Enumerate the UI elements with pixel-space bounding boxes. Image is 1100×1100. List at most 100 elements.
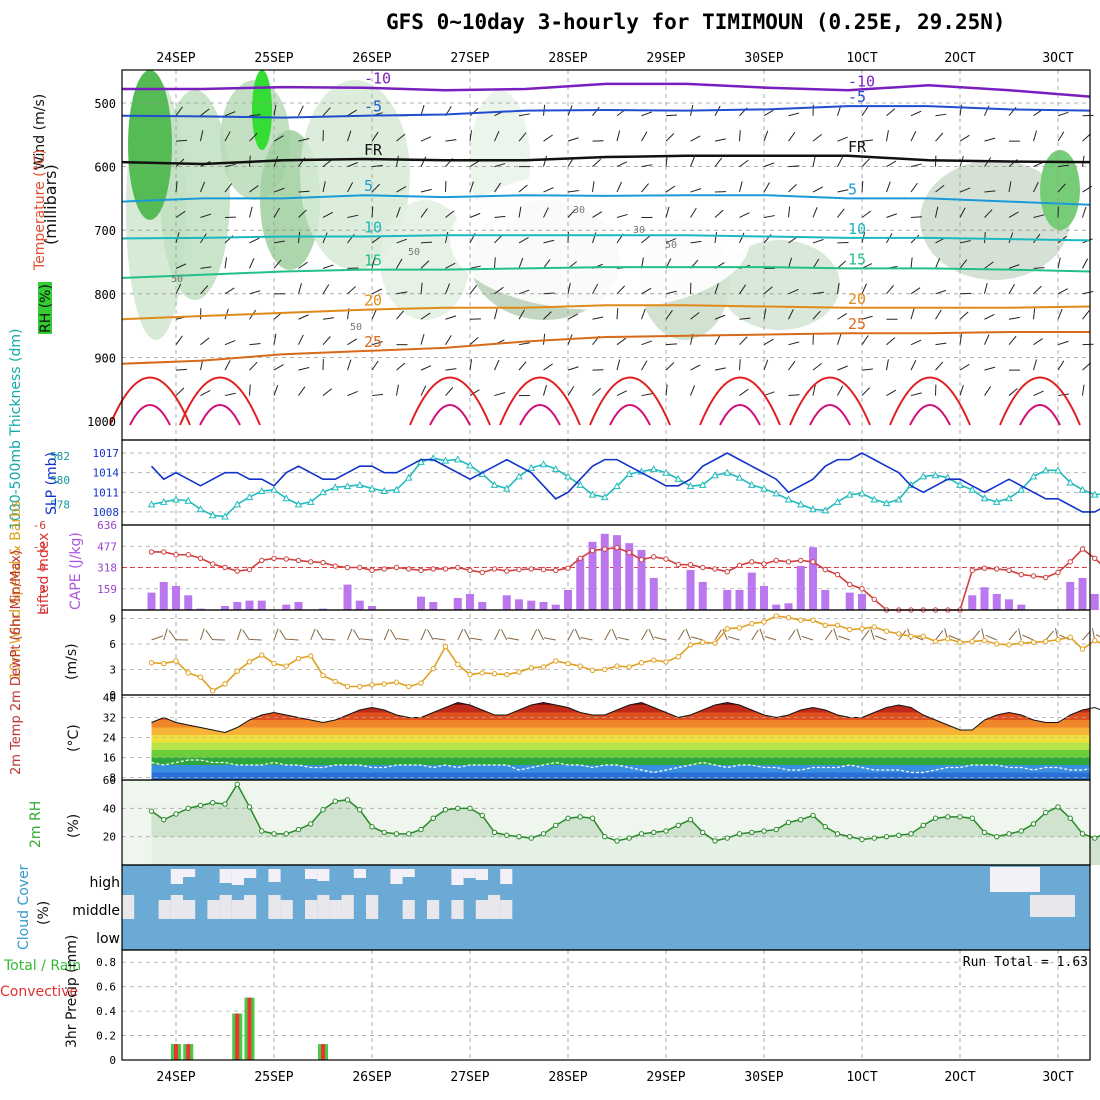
wind-barb bbox=[984, 231, 986, 243]
wind-barb bbox=[322, 336, 331, 346]
thickness-point bbox=[355, 480, 364, 488]
rh2m-point bbox=[798, 816, 804, 823]
wind-barb bbox=[420, 188, 432, 193]
wind-barb bbox=[935, 342, 947, 346]
wind-barb bbox=[665, 114, 678, 117]
lifted-index-point bbox=[626, 549, 632, 556]
wind-barb bbox=[1057, 164, 1069, 168]
rh2m-point bbox=[687, 816, 694, 823]
lifted-index-point bbox=[712, 566, 718, 572]
lifted-index-point bbox=[528, 566, 534, 572]
thickness-point bbox=[833, 497, 842, 505]
wind-barb bbox=[396, 384, 399, 396]
li-tick-label: 0 bbox=[39, 562, 46, 575]
wind-barb bbox=[469, 212, 481, 218]
wind10m-point bbox=[332, 678, 338, 685]
rh2m-point bbox=[516, 833, 522, 840]
lifted-index-point bbox=[540, 566, 547, 573]
wind10m-point bbox=[369, 682, 375, 688]
wind-barb bbox=[690, 364, 701, 371]
wind10m-point bbox=[724, 626, 730, 632]
cape-bar bbox=[760, 585, 768, 610]
precip-conv-bar bbox=[321, 1044, 325, 1060]
cloud-high-block bbox=[183, 869, 196, 877]
cape-bar bbox=[1090, 593, 1099, 610]
rh2m-point bbox=[565, 815, 571, 821]
wind10m-barb bbox=[457, 628, 464, 641]
wind10m-point bbox=[1030, 639, 1037, 645]
thickness-point bbox=[1054, 466, 1062, 474]
wind-barb bbox=[861, 315, 873, 320]
wind-barb bbox=[249, 185, 259, 193]
wind-barb bbox=[543, 292, 555, 295]
wind-barb bbox=[959, 259, 968, 269]
hotter-contour bbox=[1019, 404, 1061, 426]
cape-bar bbox=[1066, 581, 1075, 610]
wind-barb bbox=[641, 235, 651, 244]
wind-barb bbox=[788, 131, 796, 142]
lifted-index-point bbox=[798, 557, 804, 564]
bottom-time-label: 30SEP bbox=[744, 1070, 783, 1085]
wind10m-barb bbox=[383, 628, 390, 641]
lifted-index-point bbox=[736, 562, 743, 569]
cape-bar bbox=[343, 584, 352, 610]
isotherm-label: 20 bbox=[848, 290, 866, 308]
thickness-point bbox=[821, 506, 830, 514]
wind-barb bbox=[249, 114, 261, 117]
thickness-point bbox=[625, 469, 634, 477]
wind10m-barb bbox=[323, 638, 336, 641]
wind10m-barb bbox=[310, 628, 316, 641]
wind-barb bbox=[641, 340, 653, 346]
wind10m-barb bbox=[870, 628, 875, 641]
rh2m-point bbox=[442, 807, 449, 813]
wind10m-barb bbox=[654, 636, 667, 641]
rh2m-point bbox=[271, 831, 277, 837]
cloud-mid-block bbox=[305, 900, 318, 919]
wind-barb bbox=[714, 367, 726, 371]
wind-barb bbox=[984, 105, 990, 116]
wind10m-tick-label: 6 bbox=[109, 638, 116, 651]
wind-barb bbox=[616, 337, 627, 346]
bottom-time-label: 3OCT bbox=[1042, 1070, 1073, 1085]
wind-barb bbox=[739, 388, 749, 396]
cloud-high-label: high bbox=[89, 875, 120, 891]
cape-bar bbox=[600, 533, 609, 610]
wind-barb bbox=[763, 286, 773, 295]
rh-blob-dry bbox=[440, 360, 680, 440]
wind10m-point bbox=[859, 626, 865, 632]
cape-bar bbox=[747, 572, 756, 610]
wind-barb bbox=[298, 209, 307, 218]
wind-barb bbox=[1057, 308, 1063, 320]
cape-bar bbox=[368, 605, 376, 610]
cape-bar bbox=[845, 592, 854, 610]
bottom-time-label: 27SEP bbox=[450, 1070, 489, 1085]
thickness-point bbox=[257, 486, 266, 494]
surface-isotherms bbox=[109, 376, 1081, 426]
cape-bar bbox=[147, 592, 156, 610]
wind-barb bbox=[886, 337, 896, 346]
wind-barb bbox=[1033, 267, 1045, 269]
rh2m-point bbox=[651, 829, 657, 836]
rh2m-point bbox=[577, 814, 583, 820]
wind-barb bbox=[935, 361, 944, 371]
wind-barb bbox=[886, 108, 896, 117]
thickness-point bbox=[147, 500, 156, 508]
wind10m-barb bbox=[691, 636, 703, 641]
wind10m-point bbox=[540, 664, 547, 670]
rh2m-point bbox=[553, 822, 559, 829]
thickness-point bbox=[600, 493, 609, 501]
wind-barb bbox=[739, 212, 750, 218]
rh2m-point bbox=[418, 826, 424, 833]
cloud-high-block bbox=[268, 869, 281, 882]
wind-barb bbox=[910, 257, 913, 269]
wind-barb bbox=[445, 262, 456, 269]
wind-barb bbox=[592, 232, 597, 244]
precip-conv-bar bbox=[235, 1013, 240, 1060]
wind-barb bbox=[322, 388, 332, 396]
rh2m-point bbox=[381, 829, 387, 836]
wind-barb bbox=[641, 183, 649, 193]
rh2m-point bbox=[859, 836, 865, 843]
cloud-mid-block bbox=[475, 900, 488, 919]
lifted-index-point bbox=[406, 566, 412, 572]
wind-barb bbox=[812, 133, 822, 142]
